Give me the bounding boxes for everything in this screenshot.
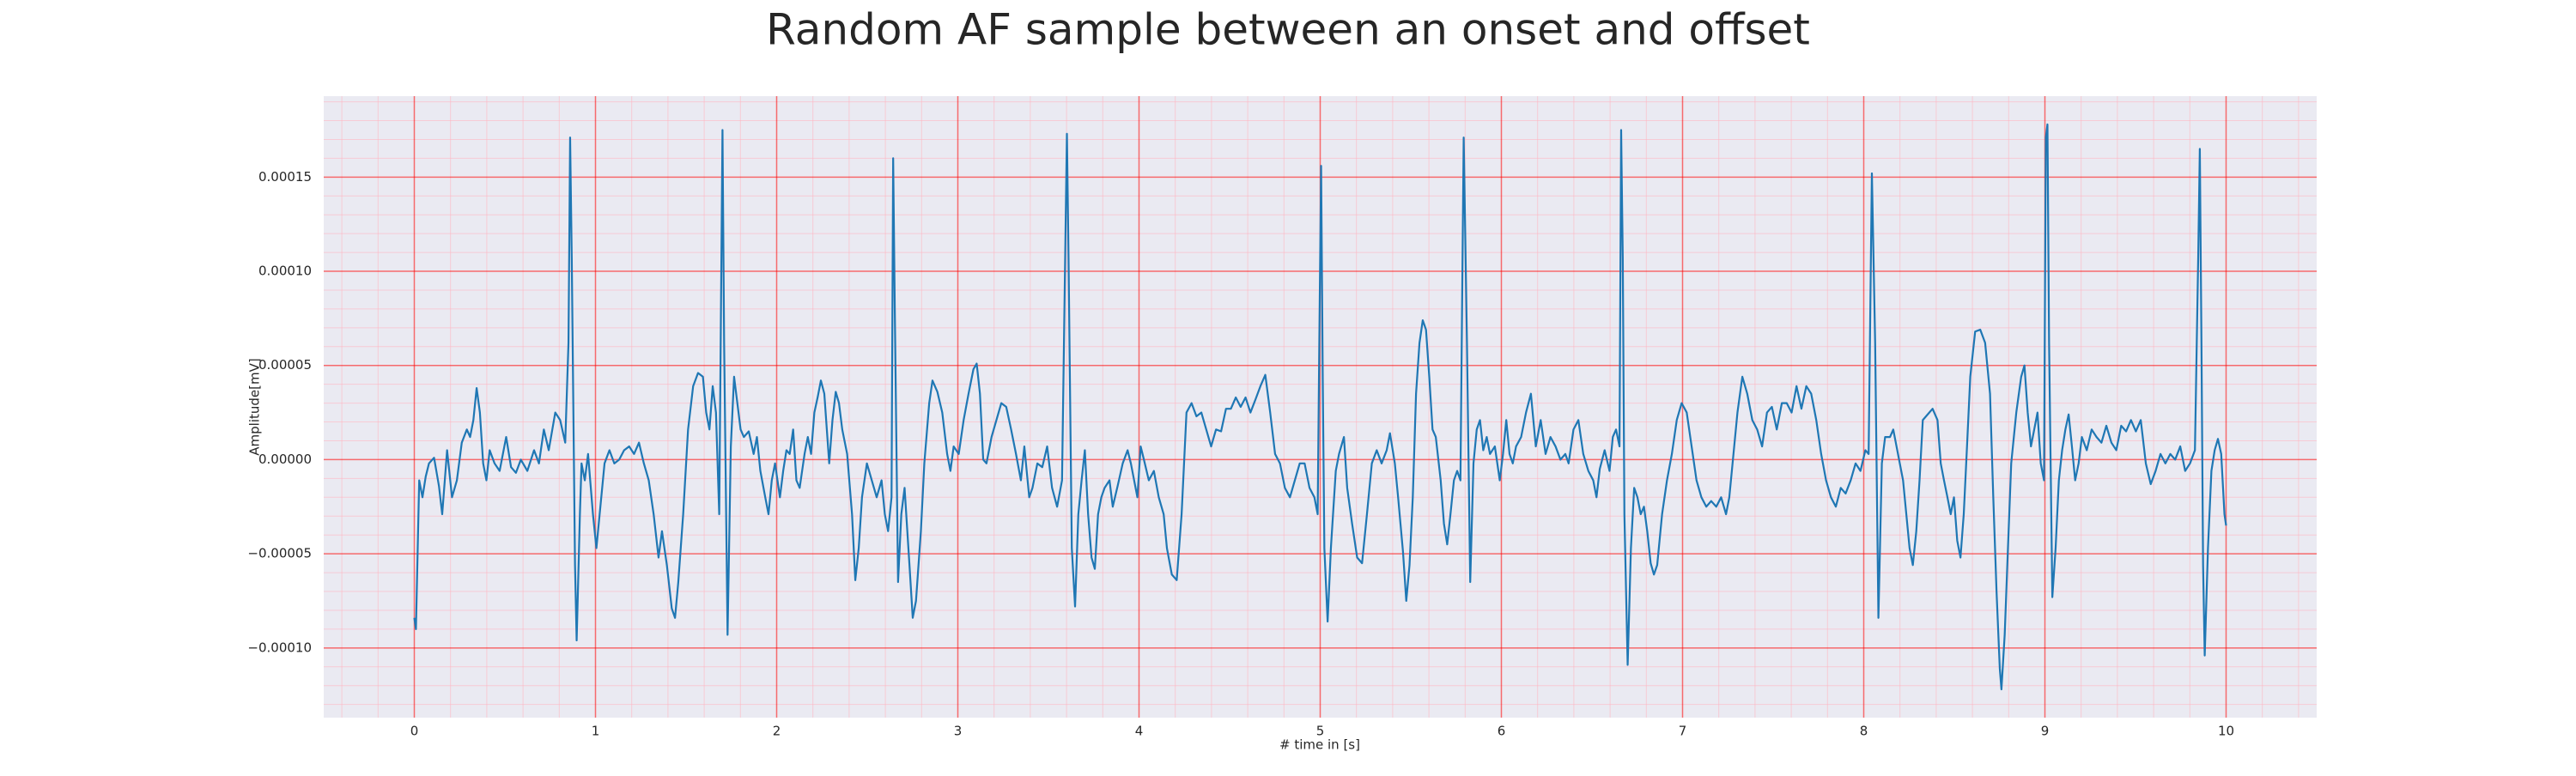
y-tick-label: 0.00010 <box>258 264 312 279</box>
x-tick-label: 6 <box>1498 724 1506 739</box>
x-tick-label: 7 <box>1679 724 1687 739</box>
x-tick-label: 10 <box>2218 724 2234 739</box>
x-tick-label: 3 <box>954 724 963 739</box>
x-tick-label: 0 <box>410 724 419 739</box>
x-tick-label: 1 <box>592 724 600 739</box>
y-tick-label: 0.00015 <box>258 169 312 185</box>
y-tick-label: 0.00005 <box>258 357 312 373</box>
x-tick-label: 9 <box>2041 724 2050 739</box>
y-axis-label: Amplitude[mV] <box>247 358 263 455</box>
x-tick-label: 8 <box>1860 724 1868 739</box>
signal-line <box>413 123 2227 691</box>
y-tick-label: −0.00010 <box>247 640 312 655</box>
x-tick-label: 5 <box>1316 724 1325 739</box>
y-tick-label: 0.00000 <box>258 452 312 467</box>
y-tick-label: −0.00005 <box>247 546 312 561</box>
x-axis-label: # time in [s] <box>1279 737 1360 753</box>
chart-title: Random AF sample between an onset and of… <box>766 5 1810 55</box>
plot-area <box>413 123 2227 691</box>
x-tick-label: 4 <box>1135 724 1144 739</box>
x-tick-label: 2 <box>773 724 781 739</box>
